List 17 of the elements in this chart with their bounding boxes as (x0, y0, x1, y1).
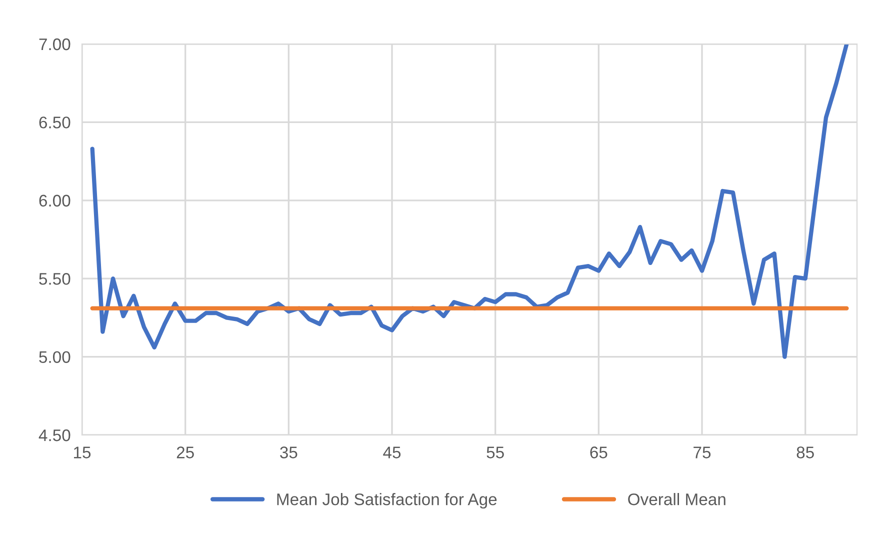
x-tick-label: 15 (74, 446, 91, 458)
y-tick-label: 6.50 (39, 116, 70, 128)
y-tick-label: 4.50 (38, 429, 70, 442)
x-tick-label: 45 (383, 446, 401, 458)
line-series (90, 44, 849, 359)
x-tick-label: 85 (796, 446, 814, 458)
x-tick-label: 75 (694, 446, 711, 458)
x-tick-label: 65 (590, 446, 608, 458)
x-tick-label: 35 (280, 446, 298, 458)
legend-label: Overall Mean (628, 493, 726, 506)
y-tick-label: 5.00 (39, 351, 70, 364)
y-tick-label: 5.50 (39, 273, 70, 285)
x-tick-label: 25 (176, 446, 194, 458)
y-tick-label: 6.00 (39, 194, 70, 207)
y-tick-label: 7.00 (39, 38, 70, 50)
legend-label: Mean Job Satisfaction for Age (277, 493, 497, 509)
x-tick-label: 55 (486, 446, 504, 458)
